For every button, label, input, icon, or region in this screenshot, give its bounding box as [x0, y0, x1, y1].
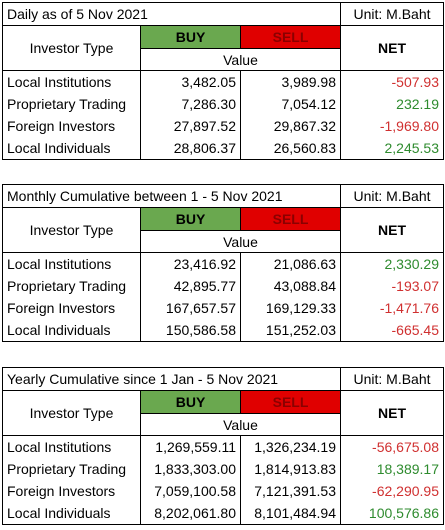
sell-value: 8,101,484.94	[240, 502, 341, 525]
net-value: 100,576.86	[340, 502, 444, 525]
net-value: 2,330.29	[340, 252, 444, 275]
investor-type: Proprietary Trading	[2, 275, 141, 297]
buy-value: 8,202,061.80	[140, 502, 241, 525]
net-value: 18,389.17	[340, 458, 444, 480]
sell-value: 7,121,391.53	[240, 480, 341, 502]
sell-header: SELL	[240, 25, 341, 49]
data-table: Monthly Cumulative between 1 - 5 Nov 202…	[2, 184, 444, 342]
buy-value: 28,806.37	[140, 137, 241, 160]
data-row: Local Individuals 150,586.58 151,252.03 -66…	[2, 319, 444, 342]
data-row: Proprietary Trading 1,833,303.00 1,814,913…	[2, 458, 444, 480]
buy-value: 42,895.77	[140, 275, 241, 297]
table-title: Daily as of 5 Nov 2021	[2, 2, 341, 26]
value-header: Value	[140, 413, 341, 436]
data-row: Local Institutions 3,482.05 3,989.98 -507.9…	[2, 70, 444, 93]
investor-type: Local Individuals	[2, 502, 141, 525]
investor-type-header: Investor Type	[2, 390, 141, 436]
unit-label: Unit: M.Baht	[340, 367, 444, 391]
data-row: Proprietary Trading 7,286.30 7,054.12 232.1…	[2, 93, 444, 115]
buy-value: 27,897.52	[140, 115, 241, 137]
net-header: NET	[340, 25, 444, 71]
buy-value: 150,586.58	[140, 319, 241, 342]
unit-label: Unit: M.Baht	[340, 184, 444, 208]
net-header: NET	[340, 207, 444, 253]
sell-value: 21,086.63	[240, 252, 341, 275]
data-row: Proprietary Trading 42,895.77 43,088.84 -19…	[2, 275, 444, 297]
unit-label: Unit: M.Baht	[340, 2, 444, 26]
investor-type: Local Institutions	[2, 70, 141, 93]
data-row: Local Institutions 1,269,559.11 1,326,234.…	[2, 435, 444, 458]
net-value: -62,290.95	[340, 480, 444, 502]
buy-value: 3,482.05	[140, 70, 241, 93]
table-title: Yearly Cumulative since 1 Jan - 5 Nov 20…	[2, 367, 341, 391]
sell-value: 29,867.32	[240, 115, 341, 137]
sell-header: SELL	[240, 207, 341, 231]
title-row: Yearly Cumulative since 1 Jan - 5 Nov 20…	[2, 367, 444, 391]
sell-value: 1,814,913.83	[240, 458, 341, 480]
buy-value: 7,059,100.58	[140, 480, 241, 502]
buy-header: BUY	[140, 390, 241, 414]
header-row: Value	[3, 413, 444, 436]
header-row: Investor Type BUY SELL NET	[2, 25, 444, 71]
net-value: -193.07	[340, 275, 444, 297]
buy-value: 167,657.57	[140, 297, 241, 319]
sell-value: 26,560.83	[240, 137, 341, 160]
value-header: Value	[140, 230, 341, 253]
net-value: -56,675.08	[340, 435, 444, 458]
sell-value: 3,989.98	[240, 70, 341, 93]
investor-type: Foreign Investors	[2, 480, 141, 502]
table-title: Monthly Cumulative between 1 - 5 Nov 202…	[2, 184, 341, 208]
data-table: Daily as of 5 Nov 2021 Unit: M.Baht Invest…	[2, 2, 444, 160]
value-header: Value	[140, 48, 341, 71]
investor-type: Local Individuals	[2, 319, 141, 342]
data-row: Local Institutions 23,416.92 21,086.63 2,33…	[2, 252, 444, 275]
sell-header: SELL	[240, 390, 341, 414]
header-row: Investor Type BUY SELL NET	[2, 207, 444, 253]
investor-type: Local Institutions	[2, 435, 141, 458]
buy-value: 23,416.92	[140, 252, 241, 275]
investor-type: Proprietary Trading	[2, 93, 141, 115]
investor-type: Foreign Investors	[2, 115, 141, 137]
data-row: Local Individuals 8,202,061.80 8,101,484.9…	[2, 502, 444, 525]
investor-type-header: Investor Type	[2, 25, 141, 71]
net-value: -665.45	[340, 319, 444, 342]
sell-value: 43,088.84	[240, 275, 341, 297]
buy-header: BUY	[140, 207, 241, 231]
buy-header: BUY	[140, 25, 241, 49]
sell-value: 169,129.33	[240, 297, 341, 319]
net-value: 2,245.53	[340, 137, 444, 160]
investor-type: Proprietary Trading	[2, 458, 141, 480]
header-row: Value	[3, 230, 444, 253]
net-value: -1,969.80	[340, 115, 444, 137]
title-row: Monthly Cumulative between 1 - 5 Nov 202…	[2, 184, 444, 208]
net-value: 232.19	[340, 93, 444, 115]
sell-value: 151,252.03	[240, 319, 341, 342]
data-row: Foreign Investors 7,059,100.58 7,121,391.5…	[2, 480, 444, 502]
data-row: Foreign Investors 27,897.52 29,867.32 -1,96…	[2, 115, 444, 137]
buy-value: 1,833,303.00	[140, 458, 241, 480]
buy-value: 7,286.30	[140, 93, 241, 115]
data-table: Yearly Cumulative since 1 Jan - 5 Nov 20…	[2, 367, 444, 525]
net-header: NET	[340, 390, 444, 436]
investor-type: Foreign Investors	[2, 297, 141, 319]
investor-type-header: Investor Type	[2, 207, 141, 253]
header-row: Value	[3, 48, 444, 71]
data-row: Foreign Investors 167,657.57 169,129.33 -1,…	[2, 297, 444, 319]
investor-type: Local Institutions	[2, 252, 141, 275]
buy-value: 1,269,559.11	[140, 435, 241, 458]
net-value: -507.93	[340, 70, 444, 93]
data-row: Local Individuals 28,806.37 26,560.83 2,245…	[2, 137, 444, 160]
header-row: Investor Type BUY SELL NET	[2, 390, 444, 436]
sell-value: 1,326,234.19	[240, 435, 341, 458]
sell-value: 7,054.12	[240, 93, 341, 115]
title-row: Daily as of 5 Nov 2021 Unit: M.Baht	[2, 2, 444, 26]
investor-type: Local Individuals	[2, 137, 141, 160]
net-value: -1,471.76	[340, 297, 444, 319]
